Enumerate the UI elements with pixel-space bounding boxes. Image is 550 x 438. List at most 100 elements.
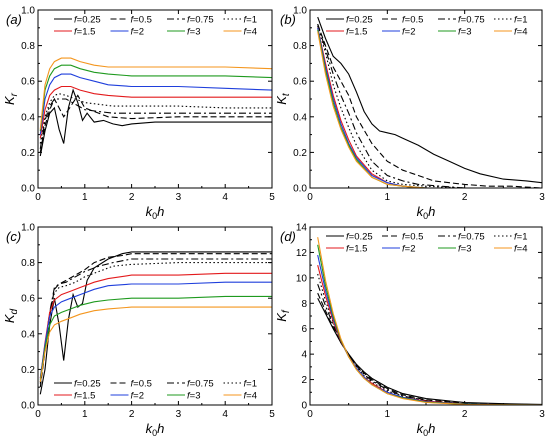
series-line-f-2 xyxy=(39,73,272,135)
series-group xyxy=(317,237,542,405)
series-line-f-1 xyxy=(317,25,542,188)
y-tick-label: 0.4 xyxy=(21,112,35,123)
x-tick-label: 0 xyxy=(35,192,41,203)
x-tick-label: 2 xyxy=(462,192,468,203)
series-line-f-0_25 xyxy=(39,251,272,395)
legend-label: f=1 xyxy=(514,232,527,243)
legend-label: f=0.25 xyxy=(346,15,373,26)
panel-tag: (c) xyxy=(6,229,21,244)
y-tick-label: 14 xyxy=(296,223,308,234)
y-tick-label: 0.0 xyxy=(293,184,307,195)
y-tick-label: 0.2 xyxy=(21,365,35,376)
x-tick-label: 0 xyxy=(307,192,313,203)
series-group xyxy=(39,251,272,395)
series-line-f-3 xyxy=(317,29,542,188)
series-line-f-0_25 xyxy=(317,297,542,405)
y-tick-label: 0.0 xyxy=(21,401,35,412)
legend-label: f=2 xyxy=(131,27,144,38)
series-line-f-1 xyxy=(39,93,272,144)
legend-label: f=1 xyxy=(244,15,257,26)
series-line-f-1_5 xyxy=(39,85,272,139)
y-tick-label: 1.0 xyxy=(293,6,307,17)
x-tick-label: 3 xyxy=(176,192,182,203)
legend-label: f=0.5 xyxy=(131,379,152,390)
panel-tag: (a) xyxy=(6,12,22,27)
series-group xyxy=(39,57,272,157)
x-tick-label: 3 xyxy=(539,409,545,420)
y-axis-label: Kt xyxy=(274,92,292,105)
series-line-f-3 xyxy=(317,244,542,405)
x-tick-label: 2 xyxy=(129,409,135,420)
legend-label: f=0.75 xyxy=(187,15,214,26)
panel-tag: (b) xyxy=(280,12,296,27)
series-line-f-4 xyxy=(317,237,542,405)
legend-label: f=0.75 xyxy=(187,379,214,390)
legend-label: f=4 xyxy=(514,27,527,38)
x-tick-label: 3 xyxy=(539,192,545,203)
legend-label: f=1.5 xyxy=(74,27,95,38)
legend-label: f=3 xyxy=(458,244,471,255)
series-line-f-2 xyxy=(317,254,542,405)
series-line-f-1_5 xyxy=(39,272,272,379)
series-line-f-0_5 xyxy=(317,292,542,405)
series-line-f-0_75 xyxy=(39,258,272,384)
legend-label: f=1.5 xyxy=(74,391,95,402)
series-line-f-3 xyxy=(39,295,272,381)
x-tick-label: 4 xyxy=(222,409,228,420)
x-tick-label: 2 xyxy=(462,409,468,420)
legend-label: f=0.5 xyxy=(402,15,423,26)
series-line-f-1 xyxy=(39,262,272,382)
series-line-f-0_75 xyxy=(317,284,542,405)
legend-label: f=0.25 xyxy=(346,232,373,243)
legend-label: f=0.5 xyxy=(131,15,152,26)
y-tick-label: 2 xyxy=(301,375,307,386)
legend-label: f=0.75 xyxy=(458,15,485,26)
x-tick-label: 1 xyxy=(82,192,88,203)
legend-label: f=3 xyxy=(187,27,200,38)
legend-label: f=2 xyxy=(402,244,415,255)
legend: f=0.25 f=0.5 f=0.75 f=1 f=1.5 f=2 f=3 f=4 xyxy=(54,379,257,402)
x-tick-label: 0 xyxy=(307,409,313,420)
x-axis-label: k0h xyxy=(146,204,165,221)
x-tick-label: 5 xyxy=(269,409,275,420)
y-axis-label: Kf xyxy=(274,309,292,322)
x-tick-label: 1 xyxy=(82,409,88,420)
x-tick-label: 3 xyxy=(176,409,182,420)
y-tick-label: 6 xyxy=(301,324,307,335)
series-line-f-0_5 xyxy=(39,94,272,153)
x-tick-label: 2 xyxy=(129,192,135,203)
legend-label: f=4 xyxy=(244,27,257,38)
x-tick-label: 0 xyxy=(35,409,41,420)
series-line-f-1_5 xyxy=(317,264,542,405)
series-line-f-0_75 xyxy=(317,24,542,188)
legend-label: f=1.5 xyxy=(346,244,367,255)
legend-label: f=0.5 xyxy=(402,232,423,243)
y-tick-label: 0.8 xyxy=(21,258,35,269)
y-tick-label: 0.2 xyxy=(21,148,35,159)
y-tick-label: 0.2 xyxy=(293,148,307,159)
y-tick-label: 0.4 xyxy=(21,329,35,340)
legend-label: f=0.75 xyxy=(458,232,485,243)
series-line-f-0_75 xyxy=(39,98,272,149)
x-tick-label: 4 xyxy=(222,192,228,203)
legend-label: f=4 xyxy=(244,391,257,402)
plot-frame xyxy=(37,9,273,189)
y-tick-label: 1.0 xyxy=(21,6,35,17)
x-tick-label: 1 xyxy=(385,409,391,420)
legend-label: f=0.25 xyxy=(74,15,101,26)
y-tick-label: 0.8 xyxy=(293,41,307,52)
plot-frame xyxy=(37,226,273,406)
legend: f=0.25 f=0.5 f=0.75 f=1 f=1.5 f=2 f=3 f=4 xyxy=(326,15,527,38)
legend-label: f=0.25 xyxy=(74,379,101,390)
y-tick-label: 12 xyxy=(296,248,308,259)
y-tick-label: 0.6 xyxy=(293,77,307,88)
y-tick-label: 1.0 xyxy=(21,223,35,234)
series-line-f-1 xyxy=(317,273,542,405)
legend-label: f=3 xyxy=(458,27,471,38)
series-line-f-4 xyxy=(317,31,542,188)
y-axis-label: Kr xyxy=(2,92,20,105)
